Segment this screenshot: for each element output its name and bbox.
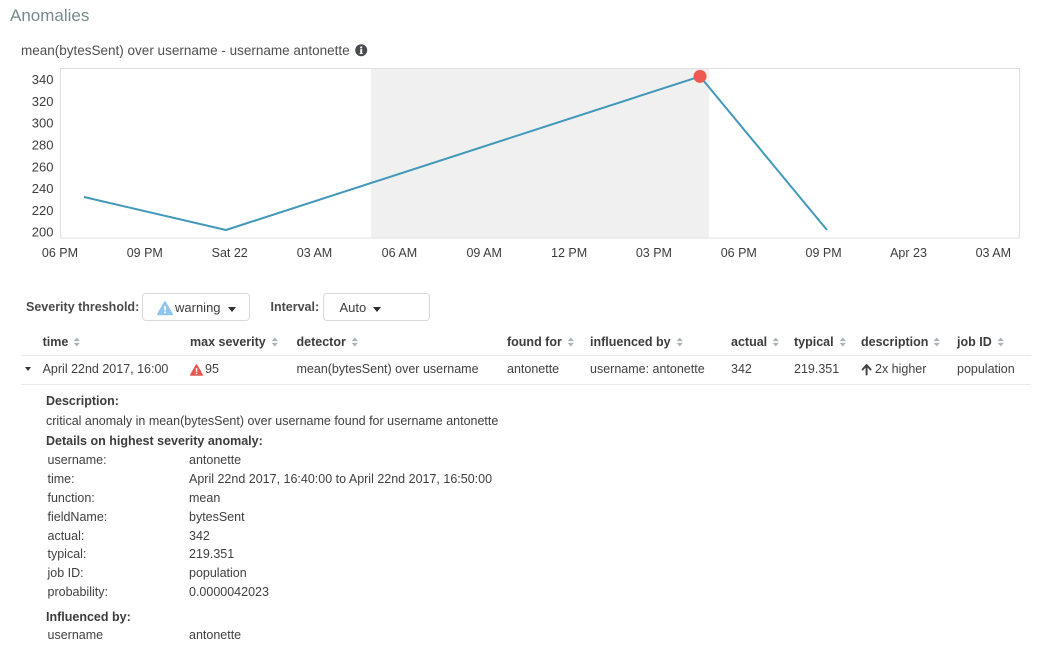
svg-text:03 AM: 03 AM bbox=[297, 246, 332, 260]
svg-text:03 PM: 03 PM bbox=[636, 246, 672, 260]
svg-text:280: 280 bbox=[32, 138, 54, 153]
svg-text:09 PM: 09 PM bbox=[806, 246, 842, 260]
svg-text:340: 340 bbox=[32, 72, 54, 87]
svg-text:06 PM: 06 PM bbox=[42, 246, 78, 260]
svg-text:260: 260 bbox=[32, 159, 54, 174]
svg-text:09 PM: 09 PM bbox=[127, 246, 163, 260]
svg-text:320: 320 bbox=[32, 94, 54, 109]
svg-text:06 AM: 06 AM bbox=[382, 246, 417, 260]
svg-text:Apr 23: Apr 23 bbox=[890, 246, 927, 260]
svg-text:09 AM: 09 AM bbox=[466, 246, 501, 260]
svg-text:03 AM: 03 AM bbox=[976, 246, 1011, 260]
svg-text:Sat 22: Sat 22 bbox=[212, 246, 248, 260]
svg-text:300: 300 bbox=[32, 116, 54, 131]
svg-text:200: 200 bbox=[32, 225, 54, 240]
svg-text:06 PM: 06 PM bbox=[721, 246, 757, 260]
svg-text:240: 240 bbox=[32, 181, 54, 196]
svg-text:220: 220 bbox=[32, 203, 54, 218]
svg-text:12 PM: 12 PM bbox=[551, 246, 587, 260]
